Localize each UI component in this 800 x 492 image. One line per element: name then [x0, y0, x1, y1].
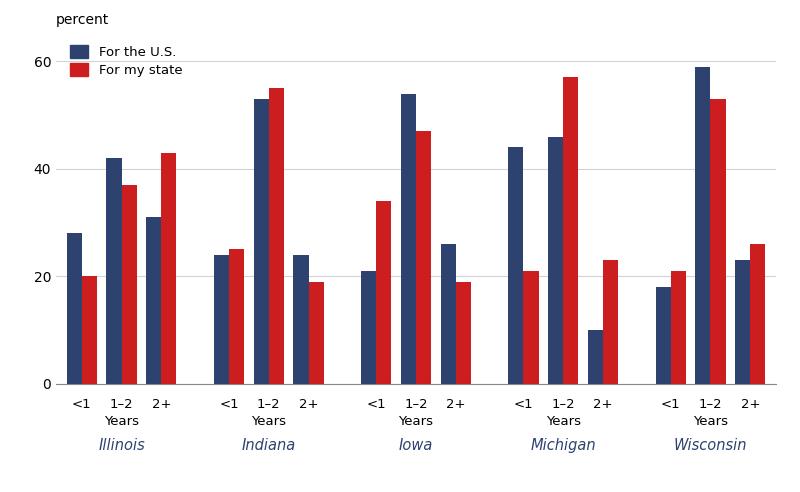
Text: Wisconsin: Wisconsin — [674, 438, 747, 453]
Bar — [523, 271, 538, 384]
Bar — [269, 88, 284, 384]
Text: 2+: 2+ — [151, 398, 171, 411]
Bar — [508, 147, 523, 384]
Text: Iowa: Iowa — [399, 438, 433, 453]
Bar — [254, 99, 269, 384]
Bar — [588, 330, 603, 384]
Bar — [548, 137, 563, 384]
Text: Years: Years — [104, 415, 139, 428]
Bar — [603, 260, 618, 384]
Bar — [106, 158, 122, 384]
Bar — [82, 277, 97, 384]
Bar — [750, 244, 766, 384]
Bar — [655, 287, 670, 384]
Bar — [361, 271, 376, 384]
Bar — [162, 153, 177, 384]
Text: <1: <1 — [514, 398, 534, 411]
Text: 1–2: 1–2 — [551, 398, 575, 411]
Text: Years: Years — [398, 415, 434, 428]
Text: 1–2: 1–2 — [698, 398, 722, 411]
Text: Michigan: Michigan — [530, 438, 596, 453]
Bar — [309, 281, 324, 384]
Bar — [146, 217, 162, 384]
Text: Illinois: Illinois — [98, 438, 145, 453]
Text: Years: Years — [546, 415, 581, 428]
Bar — [735, 260, 750, 384]
Text: 2+: 2+ — [594, 398, 613, 411]
Text: <1: <1 — [661, 398, 681, 411]
Bar — [376, 201, 391, 384]
Text: 2+: 2+ — [446, 398, 466, 411]
Text: <1: <1 — [219, 398, 238, 411]
Text: percent: percent — [56, 13, 110, 28]
Bar — [122, 185, 137, 384]
Bar — [214, 255, 229, 384]
Text: <1: <1 — [366, 398, 386, 411]
Text: 2+: 2+ — [298, 398, 318, 411]
Text: 1–2: 1–2 — [404, 398, 428, 411]
Text: Indiana: Indiana — [242, 438, 296, 453]
Bar — [670, 271, 686, 384]
Bar — [563, 77, 578, 384]
Text: 1–2: 1–2 — [110, 398, 134, 411]
Bar — [695, 67, 710, 384]
Bar — [441, 244, 456, 384]
Bar — [710, 99, 726, 384]
Bar — [456, 281, 471, 384]
Text: <1: <1 — [72, 398, 91, 411]
Bar — [294, 255, 309, 384]
Text: Years: Years — [693, 415, 728, 428]
Bar — [66, 233, 82, 384]
Legend: For the U.S., For my state: For the U.S., For my state — [70, 45, 182, 77]
Text: 2+: 2+ — [741, 398, 760, 411]
Text: Years: Years — [251, 415, 286, 428]
Bar — [401, 93, 416, 384]
Bar — [229, 249, 244, 384]
Text: 1–2: 1–2 — [257, 398, 281, 411]
Bar — [416, 131, 431, 384]
